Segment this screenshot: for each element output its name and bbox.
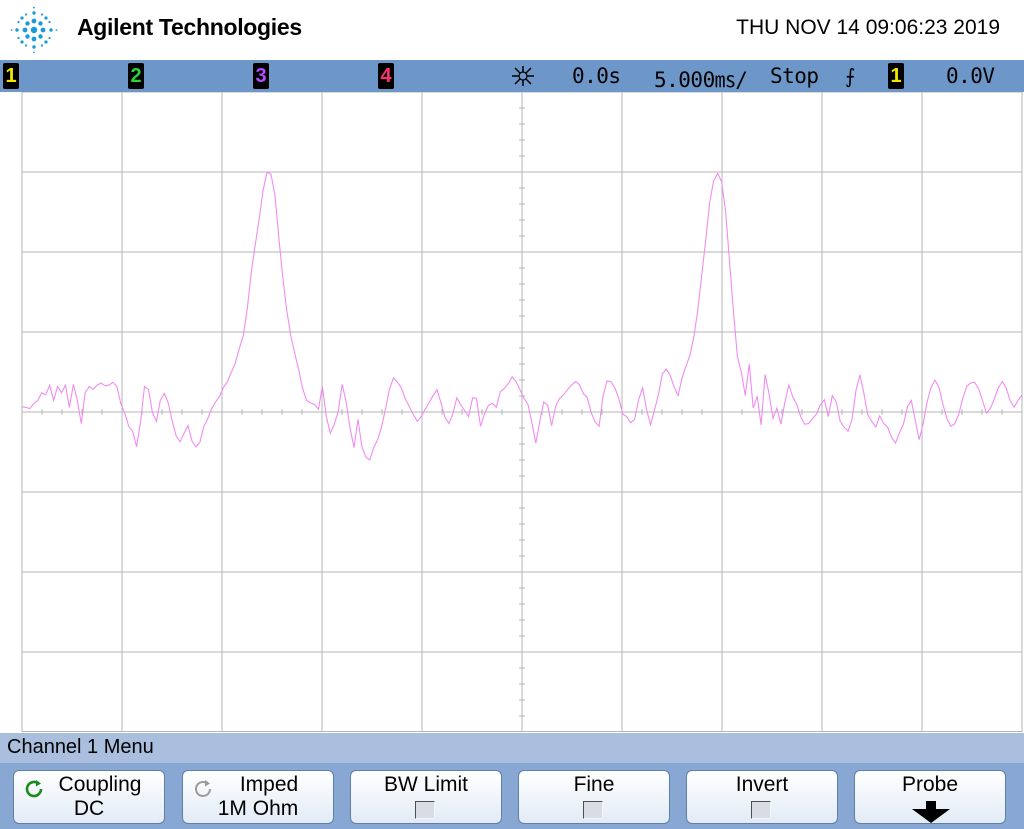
bw-limit-label: BW Limit bbox=[384, 773, 468, 796]
waveform-display[interactable] bbox=[0, 92, 1024, 732]
channel-2-indicator[interactable]: 2 bbox=[128, 63, 144, 89]
channel-3-indicator[interactable]: 3 bbox=[253, 63, 269, 89]
impedance-label: Imped bbox=[239, 773, 299, 796]
invert-softkey[interactable]: Invert bbox=[686, 770, 838, 824]
date-time-display: THU NOV 14 09:06:23 2019 bbox=[736, 16, 1000, 39]
coupling-softkey[interactable]: Coupling DC bbox=[13, 770, 165, 824]
run-control-icon bbox=[512, 66, 534, 86]
probe-softkey[interactable]: Probe bbox=[854, 770, 1006, 824]
impedance-softkey[interactable]: Imped 1M Ohm bbox=[182, 770, 334, 824]
bw-limit-softkey[interactable]: BW Limit bbox=[350, 770, 502, 824]
cycle-icon bbox=[195, 780, 211, 797]
bw-limit-checkbox-icon[interactable] bbox=[415, 801, 435, 819]
softkey-bar: Coupling DC Imped 1M Ohm BW Limit Fine I… bbox=[0, 763, 1024, 829]
fine-softkey[interactable]: Fine bbox=[518, 770, 670, 824]
fine-checkbox-icon[interactable] bbox=[583, 801, 603, 819]
agilent-spark-logo-icon bbox=[10, 6, 58, 54]
probe-label: Probe bbox=[901, 773, 959, 796]
invert-label: Invert bbox=[735, 773, 789, 796]
coupling-value: DC bbox=[73, 797, 105, 820]
channel-4-indicator[interactable]: 4 bbox=[378, 63, 394, 89]
status-bar: 1 2 3 4 0.0s 5.000㎳/ Stop ⨍ 1 0.0V bbox=[0, 60, 1024, 92]
acquisition-state-readout: Stop bbox=[770, 64, 819, 88]
brand-name: Agilent Technologies bbox=[77, 14, 302, 40]
trigger-source-indicator: 1 bbox=[888, 63, 904, 89]
cycle-icon bbox=[25, 780, 43, 798]
fine-label: Fine bbox=[573, 773, 615, 796]
menu-title-bar: Channel 1 Menu bbox=[0, 733, 1024, 763]
coupling-label: Coupling bbox=[58, 773, 142, 796]
down-arrow-icon bbox=[912, 801, 950, 823]
menu-title: Channel 1 Menu bbox=[7, 736, 154, 758]
horizontal-delay-readout: 0.0s bbox=[572, 64, 621, 88]
timebase-readout: 5.000㎳/ bbox=[654, 68, 748, 92]
header-bar: Agilent Technologies THU NOV 14 09:06:23… bbox=[0, 0, 1024, 60]
channel-1-indicator[interactable]: 1 bbox=[3, 63, 19, 89]
rising-edge-icon: ⨍ bbox=[845, 66, 856, 88]
channel-1-trace bbox=[21, 171, 1023, 461]
trigger-level-readout: 0.0V bbox=[946, 64, 995, 88]
invert-checkbox-icon[interactable] bbox=[751, 801, 771, 819]
impedance-value: 1M Ohm bbox=[217, 797, 299, 820]
